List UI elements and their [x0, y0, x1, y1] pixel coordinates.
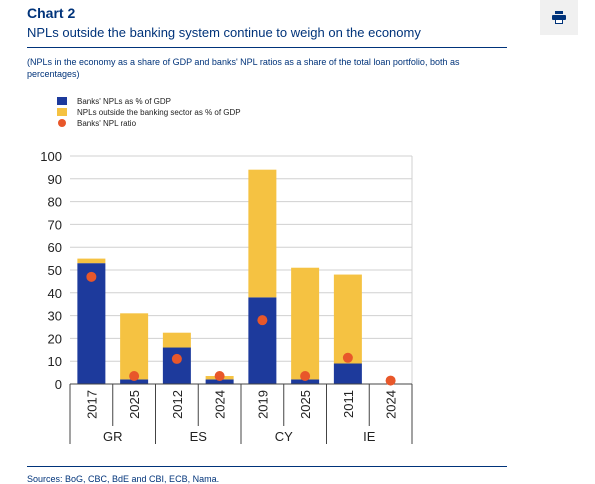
bar-outside-npl — [248, 169, 277, 298]
chart-title: NPLs outside the banking system continue… — [27, 25, 421, 40]
bar-banks-npl — [333, 363, 362, 384]
x-tick-label: 2024 — [384, 390, 399, 419]
bar-outside-npl — [162, 332, 191, 348]
chart-subtitle: (NPLs in the economy as a share of GDP a… — [27, 57, 460, 79]
legend-swatch-banks — [57, 97, 67, 105]
bar-banks-npl — [120, 379, 149, 384]
bar-banks-npl — [77, 263, 106, 384]
x-tick-label: 2025 — [298, 390, 313, 419]
bar-banks-npl — [162, 347, 191, 384]
print-button[interactable] — [540, 0, 578, 35]
legend-label-ratio: Banks' NPL ratio — [77, 118, 137, 128]
ratio-dot — [214, 371, 225, 382]
group-label: ES — [190, 429, 208, 444]
y-tick-label: 60 — [48, 240, 62, 255]
legend-item-ratio: Banks' NPL ratio — [57, 118, 241, 128]
y-tick-label: 40 — [48, 286, 62, 301]
footer-rule — [27, 466, 507, 467]
y-tick-label: 50 — [48, 263, 62, 278]
sources-note: Sources: BoG, CBC, BdE and CBI, ECB, Nam… — [27, 474, 220, 484]
chart-label: Chart 2 — [27, 5, 76, 21]
x-tick-label: 2011 — [341, 390, 356, 418]
y-tick-label: 0 — [55, 377, 62, 392]
legend-label-banks: Banks' NPLs as % of GDP — [77, 96, 172, 106]
ratio-dot — [385, 375, 396, 386]
group-label: GR — [103, 429, 123, 444]
legend-label-outside: NPLs outside the banking sector as % of … — [77, 107, 241, 117]
bar-banks-npl — [291, 379, 320, 384]
legend-swatch-outside — [57, 108, 67, 116]
y-tick-label: 30 — [48, 309, 62, 324]
ratio-dot — [171, 353, 182, 364]
x-tick-label: 2025 — [127, 390, 142, 419]
legend-item-banks: Banks' NPLs as % of GDP — [57, 96, 241, 106]
x-tick-label: 2017 — [84, 390, 99, 419]
bar-outside-npl — [333, 274, 362, 364]
ratio-dot — [129, 371, 140, 382]
legend-item-outside: NPLs outside the banking sector as % of … — [57, 107, 241, 117]
x-tick-label: 2024 — [213, 390, 228, 419]
group-label: IE — [363, 429, 376, 444]
ratio-dot — [86, 271, 97, 282]
legend-swatch-ratio — [58, 119, 66, 127]
bar-banks-npl — [205, 379, 234, 384]
printer-icon — [552, 11, 566, 24]
ratio-dot — [257, 315, 268, 326]
title-rule — [27, 47, 507, 48]
bar-outside-npl — [291, 267, 320, 380]
y-tick-label: 80 — [48, 195, 62, 210]
y-tick-label: 10 — [48, 354, 62, 369]
x-tick-label: 2012 — [170, 390, 185, 419]
ratio-dot — [300, 371, 311, 382]
y-tick-label: 90 — [48, 172, 62, 187]
ratio-dot — [342, 352, 353, 363]
bar-outside-npl — [120, 313, 149, 380]
group-label: CY — [275, 429, 293, 444]
legend: Banks' NPLs as % of GDP NPLs outside the… — [57, 96, 241, 129]
x-tick-label: 2019 — [255, 390, 270, 419]
y-tick-label: 20 — [48, 331, 62, 346]
bar-banks-npl — [248, 297, 277, 384]
bar-outside-npl — [77, 258, 106, 264]
y-tick-label: 100 — [40, 149, 62, 164]
y-tick-label: 70 — [48, 217, 62, 232]
